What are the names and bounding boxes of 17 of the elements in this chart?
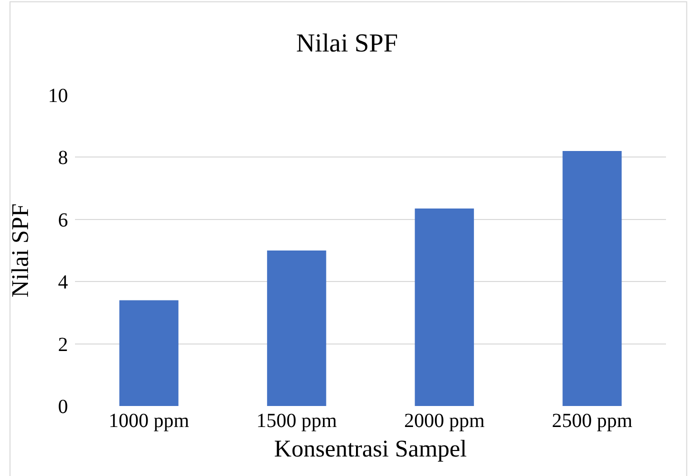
x-tick-label: 1000 ppm	[108, 410, 190, 432]
bar	[267, 250, 326, 406]
x-tick-label: 1500 ppm	[256, 410, 338, 432]
bar	[119, 300, 178, 406]
chart-title: Nilai SPF	[296, 28, 398, 58]
x-axis-title: Konsentrasi Sampel	[274, 436, 468, 462]
bar	[414, 208, 474, 406]
y-tick-label: 8	[58, 147, 68, 170]
y-tick-label: 10	[48, 85, 68, 107]
x-tick-label: 2500 ppm	[552, 410, 633, 432]
y-tick-label: 4	[58, 272, 68, 294]
x-tick-label: 2000 ppm	[404, 410, 486, 432]
y-axis-title: Nilai SPF	[8, 203, 34, 298]
y-tick-label: 0	[58, 396, 68, 418]
y-tick-label: 2	[58, 334, 68, 356]
y-tick-label: 6	[58, 209, 68, 232]
bar	[562, 150, 622, 406]
